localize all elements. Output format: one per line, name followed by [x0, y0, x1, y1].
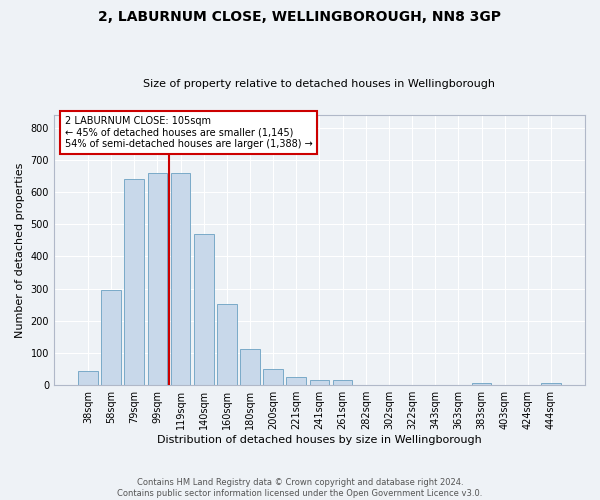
Bar: [310, 380, 329, 385]
Bar: [78, 370, 98, 385]
Title: Size of property relative to detached houses in Wellingborough: Size of property relative to detached ho…: [143, 79, 496, 89]
Bar: [217, 304, 236, 385]
Bar: [356, 384, 376, 385]
Text: Contains HM Land Registry data © Crown copyright and database right 2024.
Contai: Contains HM Land Registry data © Crown c…: [118, 478, 482, 498]
Bar: [379, 384, 399, 385]
Bar: [263, 369, 283, 385]
Bar: [194, 234, 214, 385]
Bar: [333, 380, 352, 385]
X-axis label: Distribution of detached houses by size in Wellingborough: Distribution of detached houses by size …: [157, 435, 482, 445]
Bar: [286, 376, 306, 385]
Text: 2, LABURNUM CLOSE, WELLINGBOROUGH, NN8 3GP: 2, LABURNUM CLOSE, WELLINGBOROUGH, NN8 3…: [98, 10, 502, 24]
Bar: [240, 349, 260, 385]
Bar: [101, 290, 121, 385]
Bar: [541, 382, 561, 385]
Bar: [124, 179, 144, 385]
Y-axis label: Number of detached properties: Number of detached properties: [15, 162, 25, 338]
Text: 2 LABURNUM CLOSE: 105sqm
← 45% of detached houses are smaller (1,145)
54% of sem: 2 LABURNUM CLOSE: 105sqm ← 45% of detach…: [65, 116, 312, 150]
Bar: [148, 172, 167, 385]
Bar: [170, 172, 190, 385]
Bar: [472, 382, 491, 385]
